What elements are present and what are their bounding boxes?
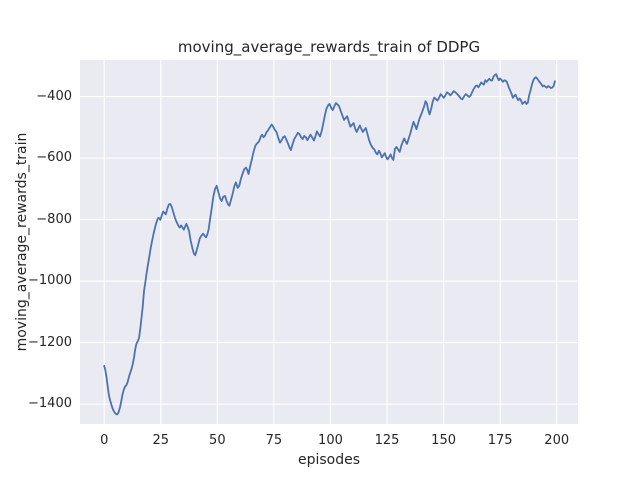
x-tick-label: 75 — [265, 433, 283, 448]
x-tick-label: 175 — [487, 433, 513, 448]
x-tick-label: 125 — [374, 433, 400, 448]
x-tick-label: 200 — [544, 433, 570, 448]
x-tick-label: 25 — [152, 433, 170, 448]
plot-area — [80, 60, 578, 424]
y-tick-label: −1000 — [28, 273, 72, 289]
chart-title: moving_average_rewards_train of DDPG — [177, 38, 481, 56]
series-line — [103, 73, 556, 416]
y-axis-label: moving_average_rewards_train — [14, 132, 30, 352]
y-tick-label: −600 — [36, 150, 72, 166]
y-tick-label: −800 — [36, 211, 72, 227]
y-tick-label: −1200 — [28, 334, 72, 350]
x-tick-label: 100 — [318, 433, 343, 448]
y-tick-label: −1400 — [28, 396, 72, 412]
y-tick-label: −400 — [36, 88, 72, 104]
plot-background — [80, 60, 578, 424]
x-tick-label: 0 — [100, 433, 109, 448]
x-tick-label: 150 — [431, 433, 457, 448]
x-axis-label: episodes — [297, 452, 361, 468]
x-tick-label: 50 — [209, 433, 226, 448]
